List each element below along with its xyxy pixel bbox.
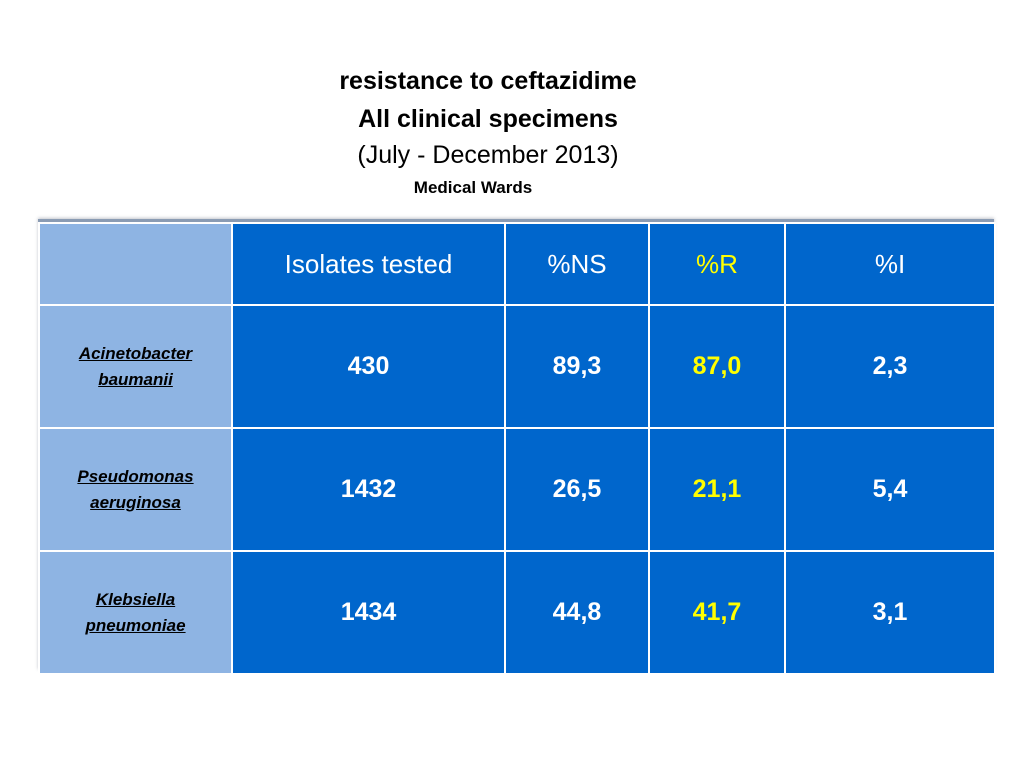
isolates-tested-value: 430 — [231, 304, 506, 429]
percent-r-value: 21,1 — [648, 427, 786, 552]
species-name-line1: Klebsiella — [95, 589, 176, 609]
title-line-specimens: All clinical specimens — [358, 105, 618, 133]
percent-i-value: 5,4 — [784, 427, 996, 552]
title-line-period: (July - December 2013) — [357, 141, 619, 169]
species-cell: Acinetobacter baumanii — [38, 304, 233, 429]
resistance-table-frame: Isolates tested %NS %R %I Acinetobacter … — [38, 222, 996, 675]
percent-r-value: 87,0 — [648, 304, 786, 429]
table-row: Klebsiella pneumoniae 1434 44,8 41,7 3,1 — [38, 550, 996, 675]
species-name-line2: aeruginosa — [90, 492, 181, 512]
percent-i-value: 3,1 — [784, 550, 996, 675]
species-cell: Klebsiella pneumoniae — [38, 550, 233, 675]
percent-ns-value: 44,8 — [504, 550, 650, 675]
header-corner-cell — [38, 222, 233, 306]
species-name-line2: pneumoniae — [85, 615, 186, 635]
subtitle-wards: Medical Wards — [413, 178, 533, 197]
percent-i-value: 2,3 — [784, 304, 996, 429]
table-row: Acinetobacter baumanii 430 89,3 87,0 2,3 — [38, 304, 996, 429]
table-header-row: Isolates tested %NS %R %I — [38, 222, 996, 306]
percent-r-value: 41,7 — [648, 550, 786, 675]
percent-ns-value: 26,5 — [504, 427, 650, 552]
species-name-line2: baumanii — [98, 369, 173, 389]
species-name-line1: Acinetobacter — [78, 343, 193, 363]
header-percent-r: %R — [648, 222, 786, 306]
resistance-table: Isolates tested %NS %R %I Acinetobacter … — [38, 222, 996, 675]
table-row: Pseudomonas aeruginosa 1432 26,5 21,1 5,… — [38, 427, 996, 552]
isolates-tested-value: 1432 — [231, 427, 506, 552]
header-percent-ns: %NS — [504, 222, 650, 306]
isolates-tested-value: 1434 — [231, 550, 506, 675]
header-percent-i: %I — [784, 222, 996, 306]
title-line-antibiotic: resistance to ceftazidime — [339, 67, 637, 95]
slide-title: resistance to ceftazidime All clinical s… — [0, 62, 976, 172]
percent-ns-value: 89,3 — [504, 304, 650, 429]
species-cell: Pseudomonas aeruginosa — [38, 427, 233, 552]
header-isolates-tested: Isolates tested — [231, 222, 506, 306]
species-name-line1: Pseudomonas — [77, 466, 194, 486]
